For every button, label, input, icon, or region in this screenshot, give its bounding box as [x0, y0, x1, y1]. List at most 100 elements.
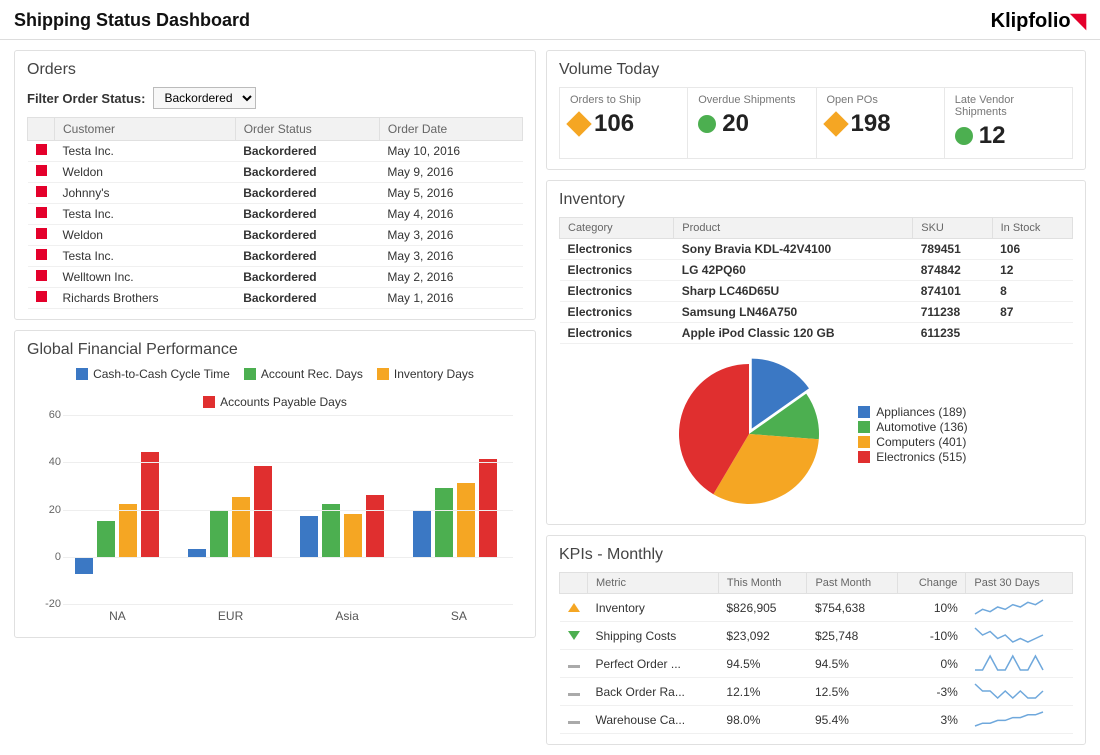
- orders-table: CustomerOrder StatusOrder Date Testa Inc…: [27, 117, 523, 309]
- gfp-legend-item[interactable]: Cash-to-Cash Cycle Time: [76, 367, 230, 381]
- kpi-this: $826,905: [718, 594, 807, 622]
- kpi-col-header[interactable]: Change: [897, 573, 966, 594]
- kpi-col-header[interactable]: This Month: [718, 573, 807, 594]
- orders-row[interactable]: Testa Inc.BackorderedMay 10, 2016: [28, 141, 523, 162]
- gfp-legend-item[interactable]: Accounts Payable Days: [203, 395, 347, 409]
- kpi-past: $754,638: [807, 594, 897, 622]
- inventory-row[interactable]: ElectronicsSony Bravia KDL-42V4100789451…: [560, 239, 1073, 260]
- volume-item[interactable]: Late Vendor Shipments12: [945, 88, 1072, 158]
- bar[interactable]: [435, 488, 453, 557]
- inventory-col-header[interactable]: In Stock: [992, 218, 1072, 239]
- gfp-legend: Cash-to-Cash Cycle Time Account Rec. Days…: [27, 367, 523, 409]
- bar[interactable]: [119, 504, 137, 556]
- inventory-col-header[interactable]: Product: [674, 218, 913, 239]
- sparkline: [974, 709, 1044, 727]
- inventory-pie-chart: [664, 354, 834, 514]
- kpi-metric: Back Order Ra...: [588, 678, 719, 706]
- status-icon: [36, 207, 47, 218]
- orders-col-header[interactable]: Order Date: [379, 118, 522, 141]
- bar[interactable]: [188, 549, 206, 556]
- pie-legend-item[interactable]: Electronics (515): [858, 450, 967, 464]
- volume-item[interactable]: Orders to Ship106: [560, 88, 688, 158]
- orders-panel: Orders Filter Order Status: Backordered …: [14, 50, 536, 320]
- inv-sku: 874101: [913, 281, 992, 302]
- inventory-row[interactable]: ElectronicsApple iPod Classic 120 GB6112…: [560, 323, 1073, 344]
- x-tick-label: EUR: [218, 609, 243, 623]
- kpi-col-header[interactable]: Past Month: [807, 573, 897, 594]
- order-status-filter[interactable]: Backordered: [153, 87, 256, 109]
- kpi-row[interactable]: Warehouse Ca...98.0%95.4%3%: [560, 706, 1073, 734]
- circle-icon: [955, 127, 973, 145]
- orders-row[interactable]: Welltown Inc.BackorderedMay 2, 2016: [28, 267, 523, 288]
- volume-value: 20: [722, 110, 749, 138]
- bar[interactable]: [457, 483, 475, 557]
- bar[interactable]: [254, 466, 272, 556]
- kpi-row[interactable]: Inventory$826,905$754,63810%: [560, 594, 1073, 622]
- volume-value: 12: [979, 122, 1006, 150]
- gfp-legend-item[interactable]: Account Rec. Days: [244, 367, 363, 381]
- orders-row[interactable]: Johnny'sBackorderedMay 5, 2016: [28, 183, 523, 204]
- bar[interactable]: [141, 452, 159, 557]
- pie-legend-item[interactable]: Automotive (136): [858, 420, 967, 434]
- status-icon: [36, 270, 47, 281]
- orders-row[interactable]: Testa Inc.BackorderedMay 3, 2016: [28, 246, 523, 267]
- bar[interactable]: [232, 497, 250, 556]
- bar[interactable]: [97, 521, 115, 557]
- bar[interactable]: [210, 511, 228, 556]
- sparkline: [974, 653, 1044, 671]
- brand-accent-icon: ◥: [1071, 10, 1086, 32]
- inventory-col-header[interactable]: SKU: [913, 218, 992, 239]
- status-icon: [36, 291, 47, 302]
- kpi-col-header[interactable]: [560, 573, 588, 594]
- header: Shipping Status Dashboard Klipfolio◥: [0, 0, 1100, 40]
- gfp-legend-item[interactable]: Inventory Days: [377, 367, 474, 381]
- orders-date: May 2, 2016: [379, 267, 522, 288]
- kpi-change: -3%: [897, 678, 966, 706]
- kpi-col-header[interactable]: Metric: [588, 573, 719, 594]
- kpi-metric: Perfect Order ...: [588, 650, 719, 678]
- trend-flat-icon: [568, 693, 580, 696]
- orders-row[interactable]: WeldonBackorderedMay 3, 2016: [28, 225, 523, 246]
- orders-row[interactable]: Testa Inc.BackorderedMay 4, 2016: [28, 204, 523, 225]
- orders-col-header[interactable]: [28, 118, 55, 141]
- circle-icon: [698, 115, 716, 133]
- bar[interactable]: [300, 516, 318, 556]
- inventory-row[interactable]: ElectronicsSharp LC46D65U8741018: [560, 281, 1073, 302]
- legend-swatch-icon: [203, 396, 215, 408]
- orders-date: May 1, 2016: [379, 288, 522, 309]
- bar[interactable]: [479, 459, 497, 556]
- volume-item[interactable]: Open POs198: [817, 88, 945, 158]
- kpi-change: 0%: [897, 650, 966, 678]
- orders-status: Backordered: [235, 162, 379, 183]
- pie-legend-item[interactable]: Appliances (189): [858, 405, 967, 419]
- gridline: [63, 557, 513, 558]
- bar[interactable]: [366, 495, 384, 557]
- orders-row[interactable]: Richards BrothersBackorderedMay 1, 2016: [28, 288, 523, 309]
- kpi-change: -10%: [897, 622, 966, 650]
- inv-stock: [992, 323, 1072, 344]
- kpi-past: 94.5%: [807, 650, 897, 678]
- legend-swatch-icon: [858, 421, 870, 433]
- bar[interactable]: [413, 511, 431, 556]
- orders-row[interactable]: WeldonBackorderedMay 9, 2016: [28, 162, 523, 183]
- bar[interactable]: [344, 514, 362, 557]
- kpi-past: 12.5%: [807, 678, 897, 706]
- kpi-row[interactable]: Back Order Ra...12.1%12.5%-3%: [560, 678, 1073, 706]
- orders-col-header[interactable]: Order Status: [235, 118, 379, 141]
- orders-col-header[interactable]: Customer: [55, 118, 236, 141]
- legend-text: Appliances (189): [876, 405, 966, 419]
- pie-legend-item[interactable]: Computers (401): [858, 435, 967, 449]
- kpi-row[interactable]: Shipping Costs$23,092$25,748-10%: [560, 622, 1073, 650]
- volume-item[interactable]: Overdue Shipments20: [688, 88, 816, 158]
- bar[interactable]: [322, 504, 340, 556]
- kpi-col-header[interactable]: Past 30 Days: [966, 573, 1073, 594]
- inventory-col-header[interactable]: Category: [560, 218, 674, 239]
- kpi-past: $25,748: [807, 622, 897, 650]
- inventory-row[interactable]: ElectronicsSamsung LN46A75071123887: [560, 302, 1073, 323]
- bar[interactable]: [75, 558, 93, 575]
- kpi-row[interactable]: Perfect Order ...94.5%94.5%0%: [560, 650, 1073, 678]
- orders-status: Backordered: [235, 225, 379, 246]
- inventory-row[interactable]: ElectronicsLG 42PQ6087484212: [560, 260, 1073, 281]
- y-tick-label: 20: [33, 504, 61, 516]
- orders-date: May 4, 2016: [379, 204, 522, 225]
